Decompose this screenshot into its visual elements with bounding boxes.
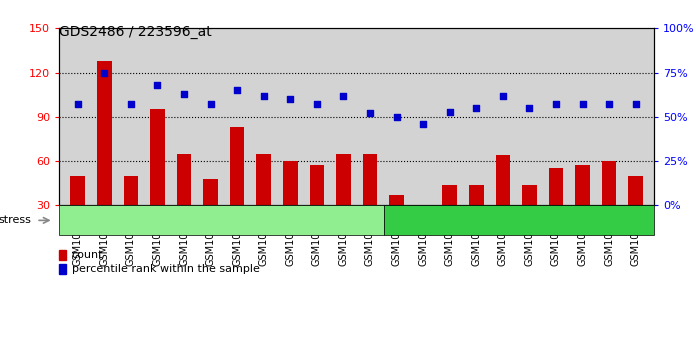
Bar bbox=[150, 109, 165, 250]
Bar bbox=[230, 127, 244, 250]
Point bbox=[152, 82, 163, 88]
Text: smoker: smoker bbox=[498, 215, 539, 225]
Point bbox=[365, 110, 376, 116]
Bar bbox=[70, 176, 85, 250]
Bar bbox=[256, 154, 271, 250]
Bar bbox=[469, 185, 484, 250]
Bar bbox=[496, 155, 510, 250]
Point bbox=[444, 109, 455, 114]
Point bbox=[418, 121, 429, 127]
Point bbox=[603, 102, 615, 107]
Bar bbox=[363, 154, 377, 250]
Point bbox=[497, 93, 508, 98]
Point bbox=[524, 105, 535, 111]
Bar bbox=[310, 166, 324, 250]
Bar bbox=[602, 161, 617, 250]
Point bbox=[338, 93, 349, 98]
Bar bbox=[389, 195, 404, 250]
Point bbox=[125, 102, 136, 107]
Point bbox=[99, 70, 110, 75]
Bar bbox=[177, 154, 191, 250]
Point bbox=[205, 102, 216, 107]
Text: count: count bbox=[72, 250, 103, 260]
Point bbox=[551, 102, 562, 107]
Point bbox=[258, 93, 269, 98]
Point bbox=[577, 102, 588, 107]
Bar bbox=[203, 179, 218, 250]
Point bbox=[311, 102, 322, 107]
Bar bbox=[336, 154, 351, 250]
Point bbox=[178, 91, 189, 97]
Bar bbox=[628, 176, 643, 250]
Bar bbox=[416, 208, 430, 250]
Point bbox=[630, 102, 641, 107]
Bar bbox=[124, 176, 139, 250]
Text: stress: stress bbox=[0, 215, 31, 225]
Point bbox=[391, 114, 402, 120]
Bar bbox=[443, 185, 457, 250]
Bar bbox=[522, 185, 537, 250]
Text: GDS2486 / 223596_at: GDS2486 / 223596_at bbox=[59, 25, 212, 39]
Point bbox=[470, 105, 482, 111]
Bar bbox=[548, 169, 563, 250]
Text: percentile rank within the sample: percentile rank within the sample bbox=[72, 264, 260, 274]
Point bbox=[72, 102, 84, 107]
Bar bbox=[283, 161, 298, 250]
Bar bbox=[575, 166, 590, 250]
Text: non-smoker: non-smoker bbox=[189, 215, 255, 225]
Bar bbox=[97, 61, 111, 250]
Point bbox=[285, 96, 296, 102]
Point bbox=[232, 87, 243, 93]
